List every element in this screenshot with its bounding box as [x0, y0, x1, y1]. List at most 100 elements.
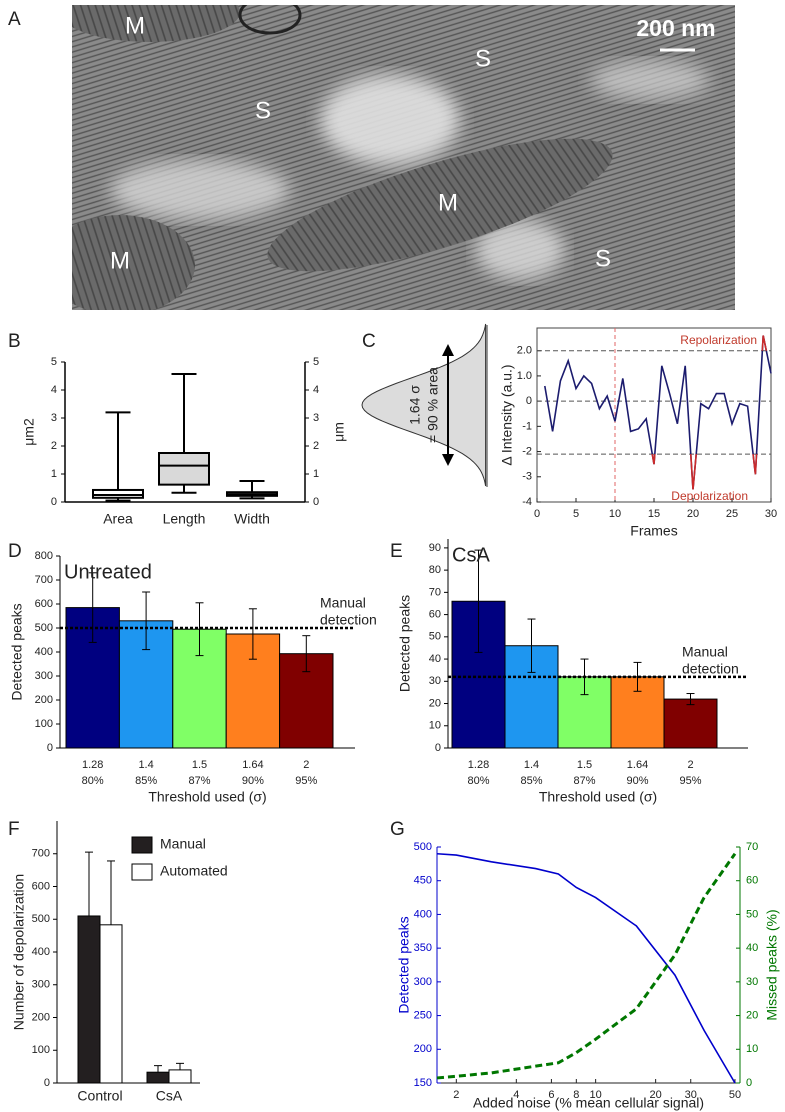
x-tick-sublabel: 90%: [242, 775, 264, 787]
y-tick-label: 100: [32, 1044, 50, 1056]
x-axis-label: Frames: [630, 523, 677, 539]
y-tick-label: 70: [429, 586, 441, 598]
x-tick-label: CsA: [156, 1088, 183, 1104]
x-tick-label: 5: [573, 508, 579, 520]
y-axis-label: Detected peaks: [9, 603, 25, 700]
region-label: S: [595, 245, 611, 272]
y-tick-label: 1: [51, 468, 57, 480]
region-label: S: [255, 97, 271, 124]
box: [92, 488, 144, 499]
x-tick-sublabel: 90%: [626, 775, 648, 787]
y2-tick-label: 60: [746, 875, 758, 887]
x-tick-label: 1.64: [627, 759, 648, 771]
y-tick-label: 50: [429, 631, 441, 643]
x-tick-label: 20: [687, 508, 699, 520]
y-tick-label: 400: [32, 946, 50, 958]
y-axis-label: Detected peaks: [396, 916, 412, 1013]
y-tick-label: 200: [35, 694, 53, 706]
x-tick-label: Area: [103, 511, 133, 527]
light-area: [590, 60, 710, 100]
y-tick-label: 200: [414, 1043, 432, 1055]
y2-axis-label: μm: [331, 422, 347, 442]
panel-letter: F: [8, 819, 20, 840]
y2-tick-label: 70: [746, 841, 758, 853]
y-tick-label: 150: [414, 1077, 432, 1089]
x-tick-label: 2: [453, 1089, 459, 1101]
micrograph: [72, 5, 735, 310]
annotation: Depolarization: [671, 489, 748, 503]
light-area: [110, 160, 290, 220]
x-tick-label: 30: [685, 1089, 697, 1101]
mitochondrion: [72, 215, 195, 310]
x-tick-label: Control: [77, 1088, 122, 1104]
y-tick-label: 800: [35, 550, 53, 562]
y-tick-label: 80: [429, 564, 441, 576]
x-tick-label: 1.5: [192, 759, 207, 771]
y-tick-label: 300: [35, 670, 53, 682]
bar: [168, 1069, 192, 1084]
y-tick-label: 60: [429, 609, 441, 621]
y-tick-label: 10: [429, 720, 441, 732]
x-tick-sublabel: 95%: [679, 775, 701, 787]
y-tick-label: 0: [526, 395, 532, 407]
y-axis-label: Number of depolarization: [11, 874, 27, 1030]
region-label: M: [438, 189, 458, 216]
x-tick-label: 50: [729, 1089, 741, 1101]
x-tick-sublabel: 87%: [188, 775, 210, 787]
x-tick-sublabel: 85%: [520, 775, 542, 787]
region-label: S: [475, 45, 491, 72]
y-tick-label: 250: [414, 1009, 432, 1021]
x-tick-sublabel: 80%: [82, 775, 104, 787]
y-tick-label: 350: [414, 942, 432, 954]
y-tick-label: 400: [414, 908, 432, 920]
x-tick-label: 25: [726, 508, 738, 520]
y-tick-label: 300: [414, 976, 432, 988]
panel-letter: D: [8, 541, 22, 562]
x-tick-label: 10: [590, 1089, 602, 1101]
y-tick-label: 20: [429, 697, 441, 709]
y-tick-label: 500: [35, 622, 53, 634]
panel-letter: A: [8, 9, 21, 30]
y-tick-label: 600: [35, 598, 53, 610]
bar: [146, 1071, 170, 1084]
series-line: [436, 852, 737, 1080]
legend-label: Automated: [160, 863, 228, 879]
mitochondrion: [72, 5, 240, 42]
distribution-schematic: 1.64 σ = 90 % area: [361, 323, 488, 487]
y-tick-label: 1.0: [517, 370, 532, 382]
legend-label: Manual: [160, 836, 206, 852]
y-tick-label: 2: [51, 440, 57, 452]
y2-tick-label: 20: [746, 1009, 758, 1021]
y2-axis-label: Missed peaks (%): [764, 909, 780, 1020]
y2-tick-label: 40: [746, 942, 758, 954]
y-tick-label: 0: [435, 742, 441, 754]
x-axis-label: Threshold used (σ): [148, 789, 266, 805]
panel-letter: G: [390, 819, 405, 840]
panel-letter: B: [8, 331, 21, 352]
y-tick-label: 3: [51, 412, 57, 424]
mitochondrion: [267, 138, 613, 272]
distribution-label: = 90 % area: [425, 367, 441, 443]
y2-tick-label: 10: [746, 1043, 758, 1055]
y2-tick-label: 0: [313, 496, 319, 508]
panel-letter: E: [390, 541, 403, 562]
y-tick-label: 400: [35, 646, 53, 658]
region-label: M: [110, 247, 130, 274]
y-tick-label: 500: [414, 841, 432, 853]
reference-label: detection: [682, 661, 739, 677]
x-axis-label: Added noise (% mean cellular signal): [473, 1095, 704, 1111]
box: [158, 452, 210, 486]
y-axis-label: Detected peaks: [397, 595, 413, 692]
annotation: Repolarization: [680, 333, 757, 347]
y2-tick-label: 0: [746, 1077, 752, 1089]
y-tick-label: 100: [35, 718, 53, 730]
reference-label: detection: [320, 612, 377, 628]
bar: [99, 924, 123, 1084]
x-tick-sublabel: 85%: [135, 775, 157, 787]
x-tick-label: 10: [609, 508, 621, 520]
y-tick-label: 0: [47, 742, 53, 754]
series-line: [436, 852, 736, 1084]
y2-tick-label: 2: [313, 440, 319, 452]
